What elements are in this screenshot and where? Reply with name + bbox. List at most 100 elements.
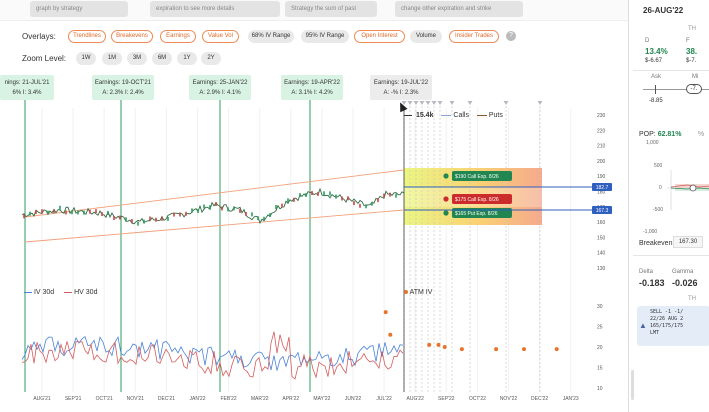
price-candle <box>173 212 175 217</box>
price-candle <box>257 216 259 221</box>
expiration-triangle-icon <box>449 101 455 105</box>
price-slider-track[interactable] <box>643 89 709 90</box>
price-candle <box>131 219 133 224</box>
panel-scrollbar[interactable] <box>631 370 634 400</box>
price-tag-label: 167.3 <box>596 208 609 214</box>
price-candle <box>23 214 25 219</box>
earnings-stats: A: 2.3% I: 2.4% <box>102 90 144 96</box>
expiration-triangle-icon <box>537 101 543 105</box>
calls-legend-swatch <box>441 114 452 116</box>
strategy-panel: 26-AUG'22 TH D F 13.4% 38. $-6.67 $-7. A… <box>628 0 709 412</box>
price-candle <box>185 211 187 216</box>
toolbar-button-1[interactable]: graph by strategy <box>30 1 128 17</box>
earnings-title: Earnings: 25-JAN'22 <box>192 80 248 86</box>
overlay-68-iv-range-chip[interactable]: 68% IV Range <box>248 30 294 43</box>
option-leg-badge <box>452 171 512 181</box>
pop-value: 62.81% <box>657 131 682 138</box>
ask-value: -8.85 <box>649 98 663 104</box>
pl-mini-chart[interactable] <box>667 140 709 235</box>
price-candle <box>389 192 391 197</box>
earnings-box-apr22[interactable]: Earnings: 19-APR'22 A: 3.1% I: 4.2% <box>281 75 343 100</box>
earnings-stats: A: 3.1% I: 4.2% <box>291 90 333 96</box>
mid-slider-handle[interactable]: -7. <box>686 84 702 94</box>
divider <box>633 255 709 256</box>
zoom-3m-button[interactable]: 3M <box>127 52 147 65</box>
expiration-triangle-icon <box>467 101 473 105</box>
volume-legend: 15.4k Calls Puts <box>404 112 503 119</box>
price-candle <box>41 209 43 214</box>
divider <box>633 70 709 71</box>
overlay-insider-trades-chip[interactable]: Insider Trades <box>449 30 499 43</box>
overlay-volume-chip[interactable]: Volume <box>410 30 442 43</box>
price-candle <box>101 212 103 217</box>
price-candle <box>83 210 85 215</box>
earnings-box-jan22[interactable]: Earnings: 25-JAN'22 A: 2.9% I: 4.1% <box>189 75 251 100</box>
option-leg-label: $175 Call Exp. 8/26 <box>455 197 499 203</box>
pl-axis-1000: 1,000 <box>646 140 659 146</box>
price-candle <box>311 191 313 196</box>
price-candle <box>383 193 385 198</box>
toolbar-button-3[interactable]: Strategy the sum of past <box>285 1 377 17</box>
toolbar-button-2[interactable]: expiration to see more details <box>150 1 280 17</box>
earnings-box-jul21[interactable]: nings: 21-JUL'21 6% I: 3.4% <box>0 75 54 100</box>
earnings-stats: A: 2.9% I: 4.1% <box>199 90 241 96</box>
price-candle <box>323 191 325 196</box>
expiration-triangle-icon <box>437 101 443 105</box>
zoom-2y-button[interactable]: 2Y <box>201 52 221 65</box>
overlay-trendlines-chip[interactable]: Trendlines <box>68 30 106 43</box>
earnings-box-oct21[interactable]: Earnings: 19-OCT'21 A: 2.3% I: 2.4% <box>92 75 154 100</box>
earnings-stats: A: -% I: 2.3% <box>383 90 419 96</box>
option-leg-dot <box>443 210 449 216</box>
overlay-value-vol-chip[interactable]: Value Vol <box>202 30 239 43</box>
expiration-triangle-icon <box>419 101 425 105</box>
atm-iv-point <box>494 347 499 352</box>
x-axis-tick-label: SEP'21 <box>65 396 82 402</box>
atm-iv-point <box>388 332 393 337</box>
toolbar-button-4[interactable]: change other expiration and strike <box>395 1 523 17</box>
zoom-1m-button[interactable]: 1M <box>102 52 122 65</box>
price-candle <box>155 217 157 222</box>
price-candle <box>197 209 199 214</box>
volume-range-icon <box>404 114 412 116</box>
atm-iv-point <box>383 310 388 315</box>
x-axis-tick-label: JUL'22 <box>376 396 392 402</box>
delta-label: Delta <box>639 269 654 275</box>
price-axis-tick-label: 140 <box>597 251 606 257</box>
earnings-title: Earnings: 19-JUL'22 <box>373 80 429 86</box>
expiration-triangle-icon <box>401 101 407 105</box>
price-axis-tick-label: 160 <box>597 220 606 226</box>
price-candle <box>281 203 283 208</box>
price-candle <box>29 211 31 216</box>
zoom-1y-button[interactable]: 1Y <box>177 52 197 65</box>
header-th: TH <box>688 26 696 32</box>
overlay-breakevens-chip[interactable]: Breakevens <box>111 30 153 43</box>
overlay-95-iv-range-chip[interactable]: 95% IV Range <box>301 30 349 43</box>
price-candle <box>245 211 247 216</box>
overlay-earnings-chip[interactable]: Earnings <box>160 30 196 43</box>
pl-axis-neg1000: -1,000 <box>643 229 658 235</box>
x-axis-tick-label: SEP'22 <box>438 396 455 402</box>
order-ticket[interactable]: ▲ SELL -1 -1/ 22/26 AUG 2 165/175/175 LM… <box>637 306 709 346</box>
expiration-triangle-icon <box>425 101 431 105</box>
help-icon[interactable]: ? <box>506 31 516 41</box>
atm-iv-point <box>522 347 526 352</box>
price-chart[interactable]: AUG'21 SEP'21 OCT'21 NOV'21 DEC'21 JAN'22 FEB'… <box>0 0 628 412</box>
earnings-box-jul22[interactable]: Earnings: 19-JUL'22 A: -% I: 2.3% <box>370 75 432 100</box>
zoom-1w-button[interactable]: 1W <box>76 52 96 65</box>
price-candle <box>377 198 379 203</box>
option-leg-dot <box>443 173 449 179</box>
x-axis-tick-label: MAR'22 <box>251 396 269 402</box>
hv-legend-label: HV 30d <box>74 289 98 296</box>
earnings-title: Earnings: 19-APR'22 <box>284 80 340 86</box>
overlay-open-interest-chip[interactable]: Open Interest <box>354 30 405 43</box>
price-candle <box>143 219 145 224</box>
atm-iv-point <box>442 345 447 349</box>
vol-axis-tick-label: 30 <box>597 304 603 310</box>
vol-axis-tick-label: 15 <box>597 366 603 372</box>
expiry-date: 26-AUG'22 <box>643 6 684 15</box>
price-candle <box>65 210 67 215</box>
price-candle <box>137 221 139 226</box>
zoom-6m-button[interactable]: 6M <box>152 52 172 65</box>
pop-row: POP: 62.81% <box>639 131 681 138</box>
option-leg-label: $190 Call Exp. 8/26 <box>455 174 499 180</box>
